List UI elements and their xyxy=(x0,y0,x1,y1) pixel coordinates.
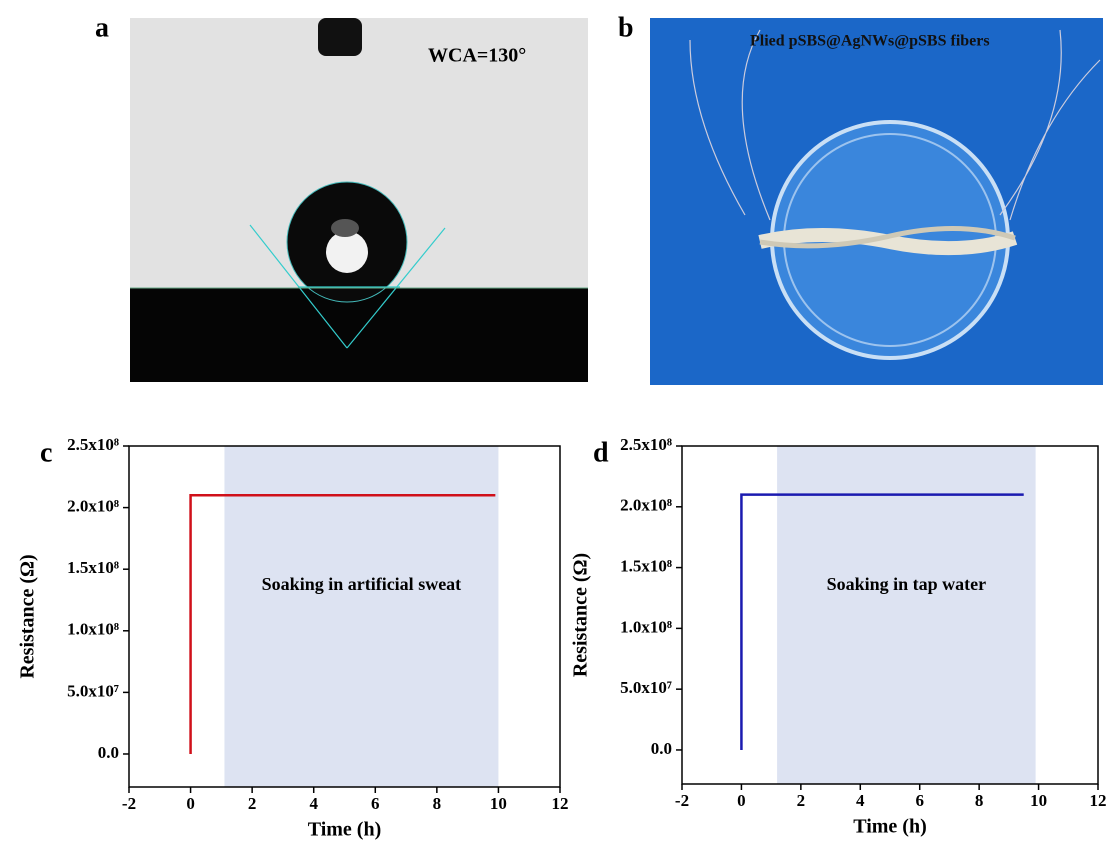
x-tick-label: 6 xyxy=(915,791,924,810)
x-tick-label: -2 xyxy=(675,791,689,810)
plot-frame xyxy=(681,445,1099,785)
data-line xyxy=(189,494,496,754)
x-tick-label: 6 xyxy=(371,794,380,813)
x-axis-title: Time (h) xyxy=(308,819,382,841)
shaded-region xyxy=(777,446,1036,784)
x-tick-label: 10 xyxy=(490,794,507,813)
y-tick-label: 5.0x10⁷ xyxy=(620,678,672,697)
fiber-photo xyxy=(650,18,1103,385)
shaded-region xyxy=(224,446,499,787)
x-tick-label: 2 xyxy=(248,794,257,813)
x-tick-label: -2 xyxy=(122,794,136,813)
data-line xyxy=(740,493,1024,750)
x-tick-label: 10 xyxy=(1030,791,1047,810)
annotation: Soaking in artificial sweat xyxy=(262,574,462,594)
contact-angle-photo xyxy=(130,18,588,382)
x-tick-label: 2 xyxy=(797,791,806,810)
y-tick-label: 0.0 xyxy=(98,743,119,762)
panel-label: d xyxy=(593,437,609,468)
x-tick-label: 12 xyxy=(1090,791,1107,810)
y-tick-label: 5.0x10⁷ xyxy=(67,681,119,700)
y-tick-label: 1.0x10⁸ xyxy=(67,620,119,639)
y-tick-label: 1.5x10⁸ xyxy=(620,556,672,575)
y-tick-label: 1.0x10⁸ xyxy=(620,617,672,636)
y-tick-label: 2.5x10⁸ xyxy=(620,435,672,454)
y-tick-label: 1.5x10⁸ xyxy=(67,558,119,577)
annotation: Plied pSBS@AgNWs@pSBS fibers xyxy=(750,33,990,50)
x-tick-label: 8 xyxy=(433,794,442,813)
x-tick-label: 0 xyxy=(737,791,746,810)
y-tick-label: 2.5x10⁸ xyxy=(67,435,119,454)
x-tick-label: 12 xyxy=(552,794,569,813)
y-tick-label: 2.0x10⁸ xyxy=(67,497,119,516)
y-tick-label: 0.0 xyxy=(651,739,672,758)
panel-label: c xyxy=(40,437,52,468)
y-axis-title: Resistance (Ω) xyxy=(17,554,39,678)
x-tick-label: 4 xyxy=(309,794,318,813)
annotation: Soaking in tap water xyxy=(827,574,987,594)
panel-label: a xyxy=(95,12,109,43)
panel-label: b xyxy=(618,12,634,43)
x-tick-label: 4 xyxy=(856,791,865,810)
plot-frame xyxy=(128,445,561,788)
x-tick-label: 0 xyxy=(186,794,195,813)
y-axis-title: Resistance (Ω) xyxy=(570,553,592,677)
annotation: WCA=130° xyxy=(428,45,526,67)
x-axis-title: Time (h) xyxy=(853,816,927,838)
y-tick-label: 2.0x10⁸ xyxy=(620,496,672,515)
x-tick-label: 8 xyxy=(975,791,984,810)
